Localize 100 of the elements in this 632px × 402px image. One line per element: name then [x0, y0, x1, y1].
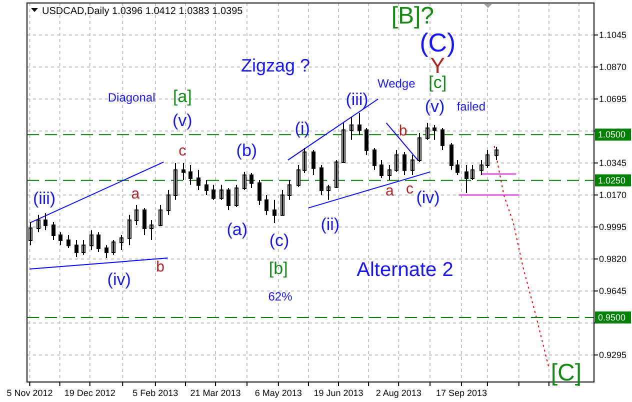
candlestick — [440, 128, 444, 150]
candlestick — [104, 244, 108, 259]
annotation: [b] — [268, 259, 288, 278]
x-tick-label: 5 Feb 2013 — [132, 388, 178, 398]
annotation: (a) — [226, 220, 248, 240]
annotation: (iii) — [346, 90, 368, 110]
annotation: (iii) — [32, 189, 56, 208]
annotation: b — [398, 122, 408, 140]
annotation: [a] — [172, 87, 192, 106]
candlestick — [464, 164, 468, 194]
chart-title: USDCAD,Daily 1.0396 1.0412 1.0383 1.0395 — [42, 6, 244, 17]
y-tick-label: 0.9295 — [599, 350, 627, 360]
candlestick — [480, 160, 484, 176]
candlestick — [364, 128, 368, 156]
x-tick-label: 19 Dec 2012 — [64, 388, 116, 398]
candlestick — [128, 214, 132, 246]
annotation: (i) — [294, 119, 310, 138]
annotation: a — [131, 185, 140, 202]
annotation: Diagonal — [108, 90, 156, 104]
annotation: Alternate 2 — [356, 259, 454, 282]
candlestick — [90, 230, 94, 250]
candlestick — [242, 171, 246, 191]
candlestick — [66, 234, 70, 248]
candlestick — [142, 207, 146, 236]
annotation: 62% — [268, 289, 293, 304]
annotation: (v) — [424, 97, 445, 116]
candlestick — [358, 112, 362, 136]
candlestick — [96, 232, 100, 253]
candlestick — [120, 234, 124, 250]
candlestick — [342, 122, 346, 164]
candlestick — [418, 132, 422, 163]
candlestick — [494, 146, 498, 161]
candlestick — [432, 124, 436, 140]
candlestick — [350, 116, 354, 140]
y-tick-label: 0.9820 — [599, 254, 627, 264]
candlestick — [326, 184, 330, 200]
y-tick-label: 0.9995 — [599, 222, 627, 232]
candlestick — [258, 179, 262, 206]
candlestick — [280, 190, 284, 216]
candlestick — [450, 142, 454, 170]
candlestick — [220, 184, 224, 200]
annotation: (iv) — [416, 188, 440, 208]
candlestick — [188, 164, 192, 186]
annotation: (c) — [269, 231, 290, 250]
candlestick — [372, 147, 376, 170]
candlestick — [134, 204, 138, 226]
candlestick — [74, 239, 78, 258]
candlestick — [312, 149, 316, 176]
candlestick — [388, 164, 392, 180]
candlestick — [52, 222, 56, 240]
y-tick-label: 0.9645 — [599, 286, 627, 296]
x-tick-label: 6 May 2013 — [254, 388, 302, 398]
candlestick — [402, 152, 406, 176]
candlestick — [410, 154, 414, 176]
annotation: (b) — [236, 141, 258, 160]
annotation: c — [406, 180, 414, 198]
candlestick — [394, 149, 398, 172]
candlestick — [272, 199, 276, 224]
candlestick — [196, 169, 200, 191]
annotation: [C] — [550, 360, 582, 387]
candlestick — [36, 214, 40, 233]
candlestick — [204, 179, 208, 196]
annotation: (ii) — [320, 215, 340, 234]
annotation: Wedge — [377, 76, 416, 90]
candlestick — [296, 164, 300, 188]
candlestick — [174, 162, 178, 200]
y-tick-label: 1.0870 — [599, 62, 627, 72]
x-tick-label: 21 Mar 2013 — [190, 388, 241, 398]
candlestick — [426, 122, 430, 140]
y-tick-label: 1.1045 — [599, 30, 627, 40]
annotation: [c] — [428, 73, 447, 92]
ref-line-label: 1.0500 — [598, 130, 626, 140]
y-tick-label: 1.0345 — [599, 158, 627, 168]
x-tick-label: 17 Sep 2013 — [436, 388, 487, 398]
annotation: b — [156, 258, 165, 276]
candlestick — [226, 188, 230, 210]
candlestick — [486, 149, 490, 168]
candlestick — [58, 232, 62, 246]
candlestick — [82, 239, 86, 256]
candlestick — [470, 164, 474, 180]
annotation: Zigzag ? — [240, 55, 310, 76]
ref-line-label: 0.9500 — [598, 312, 626, 322]
candlestick — [320, 164, 324, 196]
annotation: failed — [456, 99, 486, 114]
candlestick — [44, 212, 48, 231]
candlestick — [288, 179, 292, 200]
annotation: (C) — [420, 27, 456, 58]
candlestick — [234, 184, 238, 208]
annotation: [B]? — [391, 2, 434, 30]
x-tick-label: 2 Aug 2013 — [376, 388, 422, 398]
candlestick — [380, 160, 384, 178]
ref-line-label: 1.0250 — [598, 175, 626, 186]
annotation: (v) — [172, 111, 192, 130]
y-tick-label: 1.0695 — [599, 94, 627, 104]
x-tick-label: 19 Jun 2013 — [314, 388, 364, 398]
candlestick — [166, 190, 170, 216]
candlestick — [112, 239, 116, 256]
candlestick — [456, 160, 460, 176]
candlestick — [212, 184, 216, 200]
annotation: a — [385, 182, 394, 200]
